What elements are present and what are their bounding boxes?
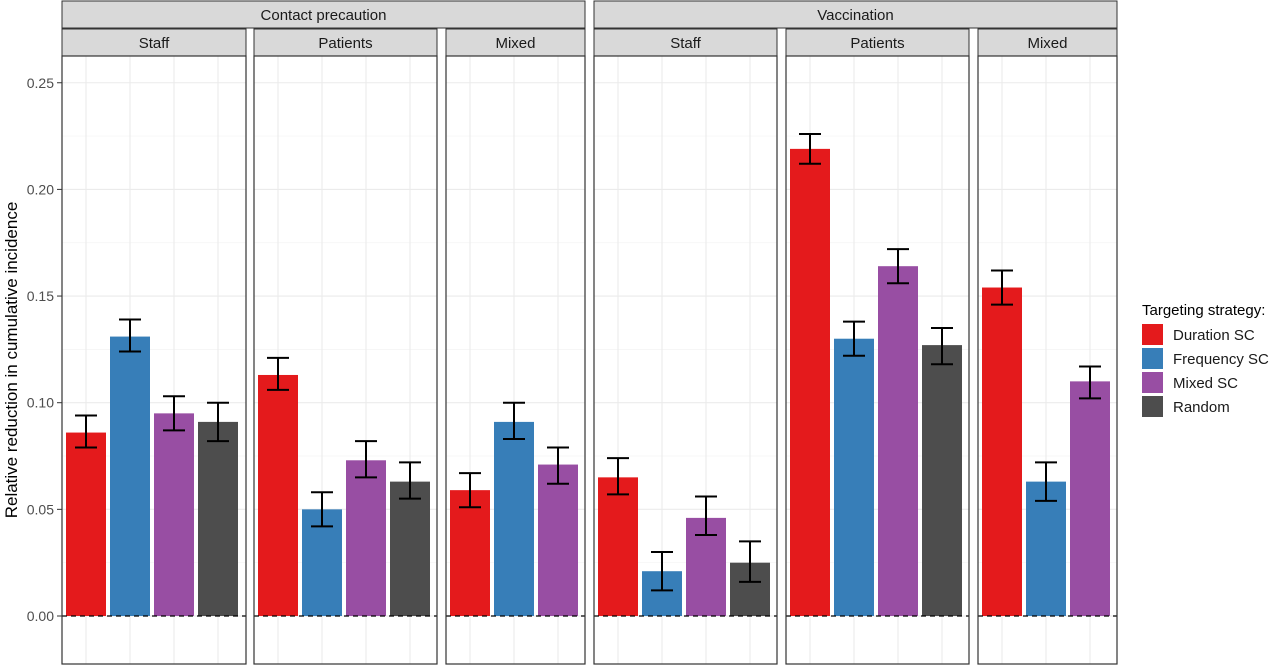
bar [66,432,106,616]
error-bar [119,318,141,353]
error-bar [991,269,1013,306]
error-bar [651,551,673,592]
error-bar [1079,365,1101,400]
error-bar [887,248,909,285]
facet-strip-inner [445,28,586,57]
bar [922,345,962,616]
bar [834,338,874,616]
error-bar [399,461,421,500]
error-bar [459,472,481,509]
bar [154,413,194,616]
bar [258,374,298,616]
bar [598,477,638,616]
bar [390,481,430,616]
bar [346,460,386,616]
panel-label: Mixed [495,35,535,52]
panel-label: Patients [318,35,372,52]
facet-strip-inner [593,28,778,57]
y-tick-label: 0.00 [27,608,54,624]
error-bar [355,440,377,479]
legend-label: Duration SC [1173,327,1255,344]
error-bar [311,491,333,528]
legend-label: Frequency SC [1173,351,1269,368]
bar [450,490,490,616]
error-bar [695,495,717,536]
panel-label: Patients [850,35,904,52]
panel: Mixed [977,28,1118,665]
error-bar [843,320,865,357]
y-tick-label: 0.05 [27,501,54,517]
bar [494,421,534,616]
error-bar [607,457,629,496]
legend-swatch [1142,324,1163,345]
error-bar [207,401,229,443]
bar [198,421,238,616]
panel-border [977,55,1118,665]
facet-strip-inner [61,28,247,57]
y-tick-label: 0.10 [27,395,54,411]
legend-title: Targeting strategy: [1142,302,1265,319]
error-bar [799,132,821,165]
facet-strip-outer [593,0,1118,29]
panel: Patients [785,28,970,665]
facet-strip-label: Vaccination [817,7,893,24]
error-bar [267,356,289,391]
error-bar [75,414,97,449]
panel-border [61,55,247,665]
error-bar [1035,461,1057,502]
legend-swatch [1142,372,1163,393]
legend-label: Random [1173,399,1230,416]
panel-label: Staff [670,35,701,52]
bar [790,148,830,617]
y-axis: 0.00 0.05 0.10 0.15 0.20 0.25 [27,75,62,624]
y-tick-label: 0.15 [27,288,54,304]
bar [110,336,150,616]
error-bar [547,446,569,485]
bar [1026,481,1066,616]
legend: Targeting strategy: Duration SC Frequency… [1142,302,1269,417]
panel-label: Mixed [1027,35,1067,52]
error-bar [163,395,185,432]
legend-label: Mixed SC [1173,375,1238,392]
y-tick-label: 0.20 [27,181,54,197]
panel-border [445,55,586,665]
legend-swatch [1142,348,1163,369]
error-bar [931,327,953,366]
panel: Staff [61,28,247,665]
panel-border [785,55,970,665]
error-bar [739,540,761,583]
error-bar [503,401,525,440]
facet-strip-label: Contact precaution [261,7,387,24]
panel: Staff [593,28,778,665]
y-axis-title: Relative reduction in cumulative inciden… [2,202,21,519]
legend-swatch [1142,396,1163,417]
facet-strip-inner [977,28,1118,57]
facet-strip-inner [785,28,970,57]
chart-panels: Contact precaution Staff Patients Mixed Vacc… [61,0,1118,665]
panel-border [253,55,438,665]
panel: Patients [253,28,438,665]
bar [1070,381,1110,616]
panel-border [593,55,778,665]
bar [982,287,1022,616]
facet-strip-outer [61,0,586,29]
y-tick-label: 0.25 [27,75,54,91]
bar [878,266,918,616]
bar [538,464,578,616]
panel: Mixed [445,28,586,665]
panel-label: Staff [139,35,170,52]
